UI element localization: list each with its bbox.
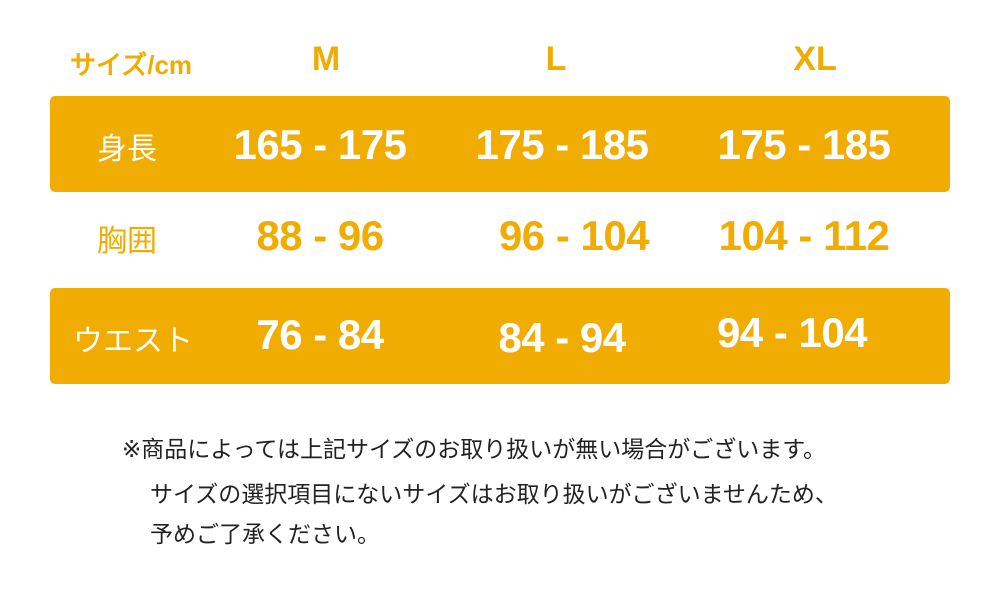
cell-height-l: 175 - 185 [475, 121, 649, 168]
row-label-chest: 胸囲 [97, 225, 157, 258]
size-header-xl: XL [793, 40, 837, 78]
cell-waist-m: 76 - 84 [256, 311, 384, 358]
size-header-m: M [311, 40, 341, 78]
cell-chest-xl: 104 - 112 [718, 212, 890, 259]
row-band-waist [50, 288, 950, 384]
note-line-1: ※商品によっては上記サイズのお取り扱いが無い場合がございます。 [122, 436, 826, 462]
cell-waist-l: 84 - 94 [498, 314, 626, 361]
row-label-waist: ウエスト [73, 325, 193, 358]
note-line-3: 予めご了承ください。 [150, 521, 380, 547]
cell-height-xl: 175 - 185 [717, 121, 891, 168]
cell-height-m: 165 - 175 [233, 121, 407, 168]
cell-waist-xl: 94 - 104 [716, 309, 868, 356]
unit-header: サイズ/cm [70, 50, 193, 80]
size-header-l: L [545, 40, 567, 78]
row-band-height [50, 96, 950, 192]
note-line-2: サイズの選択項目にないサイズはお取り扱いがございませんため、 [150, 481, 838, 507]
cell-chest-l: 96 - 104 [498, 212, 650, 259]
cell-chest-m: 88 - 96 [256, 212, 384, 259]
row-label-height: 身長 [97, 133, 157, 166]
